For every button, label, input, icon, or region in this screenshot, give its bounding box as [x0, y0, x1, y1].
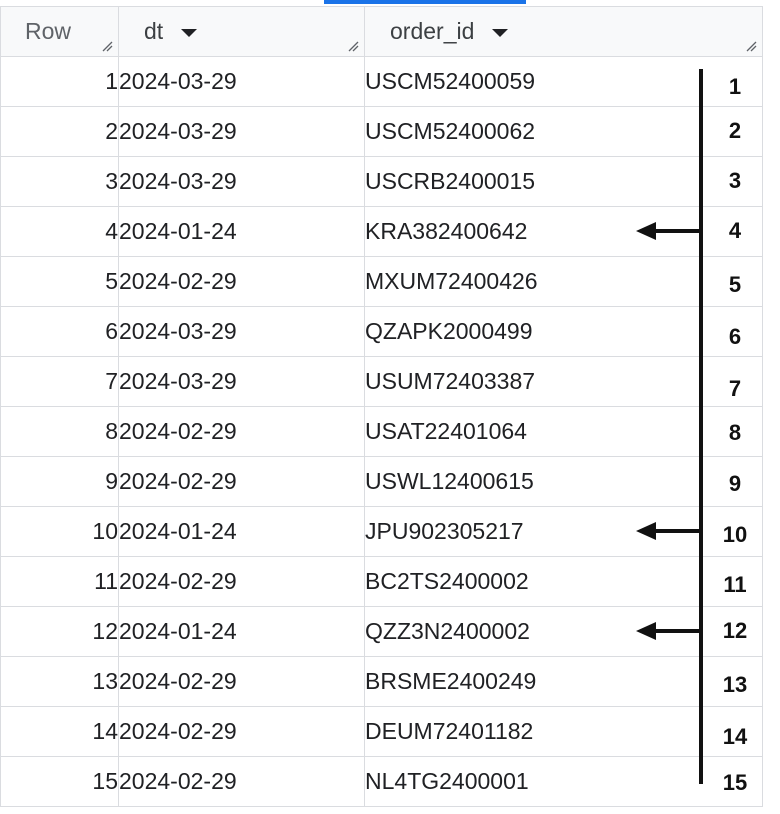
table-row[interactable]: 11 2024-02-29 BC2TS2400002: [0, 556, 763, 607]
order-id-cell[interactable]: USCM52400062: [364, 106, 763, 157]
table-row[interactable]: 10 2024-01-24 JPU902305217: [0, 506, 763, 557]
order-id-cell[interactable]: BRSME2400249: [364, 656, 763, 707]
table-row[interactable]: 1 2024-03-29 USCM52400059: [0, 56, 763, 107]
table-row[interactable]: 2 2024-03-29 USCM52400062: [0, 106, 763, 157]
dt-cell[interactable]: 2024-02-29: [118, 256, 365, 307]
order-id-cell[interactable]: MXUM72400426: [364, 256, 763, 307]
dt-cell[interactable]: 2024-01-24: [118, 606, 365, 657]
dt-cell[interactable]: 2024-02-29: [118, 656, 365, 707]
dt-cell[interactable]: 2024-03-29: [118, 156, 365, 207]
row-number-cell[interactable]: 10: [0, 506, 119, 557]
order-id-cell[interactable]: USCM52400059: [364, 56, 763, 107]
row-number-cell[interactable]: 12: [0, 606, 119, 657]
row-number-cell[interactable]: 9: [0, 456, 119, 507]
table-row[interactable]: 5 2024-02-29 MXUM72400426: [0, 256, 763, 307]
dt-cell[interactable]: 2024-03-29: [118, 106, 365, 157]
table-body: 1 2024-03-29 USCM52400059 2 2024-03-29 USCM52…: [0, 56, 763, 807]
table-row[interactable]: 15 2024-02-29 NL4TG2400001: [0, 756, 763, 807]
table-row[interactable]: 6 2024-03-29 QZAPK2000499: [0, 306, 763, 357]
column-header-label: order_id: [390, 18, 475, 44]
resize-grip-icon[interactable]: [745, 40, 757, 52]
row-number-cell[interactable]: 6: [0, 306, 119, 357]
row-number-cell[interactable]: 3: [0, 156, 119, 207]
dt-cell[interactable]: 2024-03-29: [118, 306, 365, 357]
table-row[interactable]: 14 2024-02-29 DEUM72401182: [0, 706, 763, 757]
row-number-cell[interactable]: 14: [0, 706, 119, 757]
dt-cell[interactable]: 2024-01-24: [118, 206, 365, 257]
table-row[interactable]: 3 2024-03-29 USCRB2400015: [0, 156, 763, 207]
dt-cell[interactable]: 2024-03-29: [118, 356, 365, 407]
row-number-cell[interactable]: 15: [0, 756, 119, 807]
active-tab-indicator: [324, 0, 526, 4]
order-id-cell[interactable]: KRA382400642: [364, 206, 763, 257]
order-id-cell[interactable]: NL4TG2400001: [364, 756, 763, 807]
order-id-cell[interactable]: QZAPK2000499: [364, 306, 763, 357]
row-number-cell[interactable]: 4: [0, 206, 119, 257]
dt-cell[interactable]: 2024-01-24: [118, 506, 365, 557]
order-id-cell[interactable]: USAT22401064: [364, 406, 763, 457]
results-table: Row dt order_id 1 2024-03-29 USCM52400059 2…: [0, 6, 763, 807]
row-number-cell[interactable]: 5: [0, 256, 119, 307]
order-id-cell[interactable]: DEUM72401182: [364, 706, 763, 757]
column-header-label: dt: [144, 18, 164, 44]
order-id-cell[interactable]: JPU902305217: [364, 506, 763, 557]
table-row[interactable]: 7 2024-03-29 USUM72403387: [0, 356, 763, 407]
row-number-cell[interactable]: 8: [0, 406, 119, 457]
dt-cell[interactable]: 2024-03-29: [118, 56, 365, 107]
dt-cell[interactable]: 2024-02-29: [118, 556, 365, 607]
header-row: Row dt order_id: [0, 6, 763, 57]
order-id-cell[interactable]: BC2TS2400002: [364, 556, 763, 607]
resize-grip-icon[interactable]: [347, 40, 359, 52]
dt-cell[interactable]: 2024-02-29: [118, 756, 365, 807]
dt-cell[interactable]: 2024-02-29: [118, 406, 365, 457]
order-id-cell[interactable]: QZZ3N2400002: [364, 606, 763, 657]
row-number-cell[interactable]: 2: [0, 106, 119, 157]
table-row[interactable]: 9 2024-02-29 USWL12400615: [0, 456, 763, 507]
row-number-cell[interactable]: 11: [0, 556, 119, 607]
table-row[interactable]: 13 2024-02-29 BRSME2400249: [0, 656, 763, 707]
order-id-cell[interactable]: USCRB2400015: [364, 156, 763, 207]
resize-grip-icon[interactable]: [101, 40, 113, 52]
table-row[interactable]: 12 2024-01-24 QZZ3N2400002: [0, 606, 763, 657]
dt-cell[interactable]: 2024-02-29: [118, 706, 365, 757]
sort-dropdown-icon[interactable]: [181, 28, 198, 37]
column-header-order-id[interactable]: order_id: [364, 6, 763, 57]
table-row[interactable]: 8 2024-02-29 USAT22401064: [0, 406, 763, 457]
dt-cell[interactable]: 2024-02-29: [118, 456, 365, 507]
column-header-label: Row: [25, 18, 72, 44]
order-id-cell[interactable]: USWL12400615: [364, 456, 763, 507]
row-number-cell[interactable]: 7: [0, 356, 119, 407]
sort-dropdown-icon[interactable]: [492, 28, 509, 37]
order-id-cell[interactable]: USUM72403387: [364, 356, 763, 407]
row-number-cell[interactable]: 1: [0, 56, 119, 107]
table-row[interactable]: 4 2024-01-24 KRA382400642: [0, 206, 763, 257]
column-header-row[interactable]: Row: [0, 6, 119, 57]
column-header-dt[interactable]: dt: [118, 6, 365, 57]
row-number-cell[interactable]: 13: [0, 656, 119, 707]
